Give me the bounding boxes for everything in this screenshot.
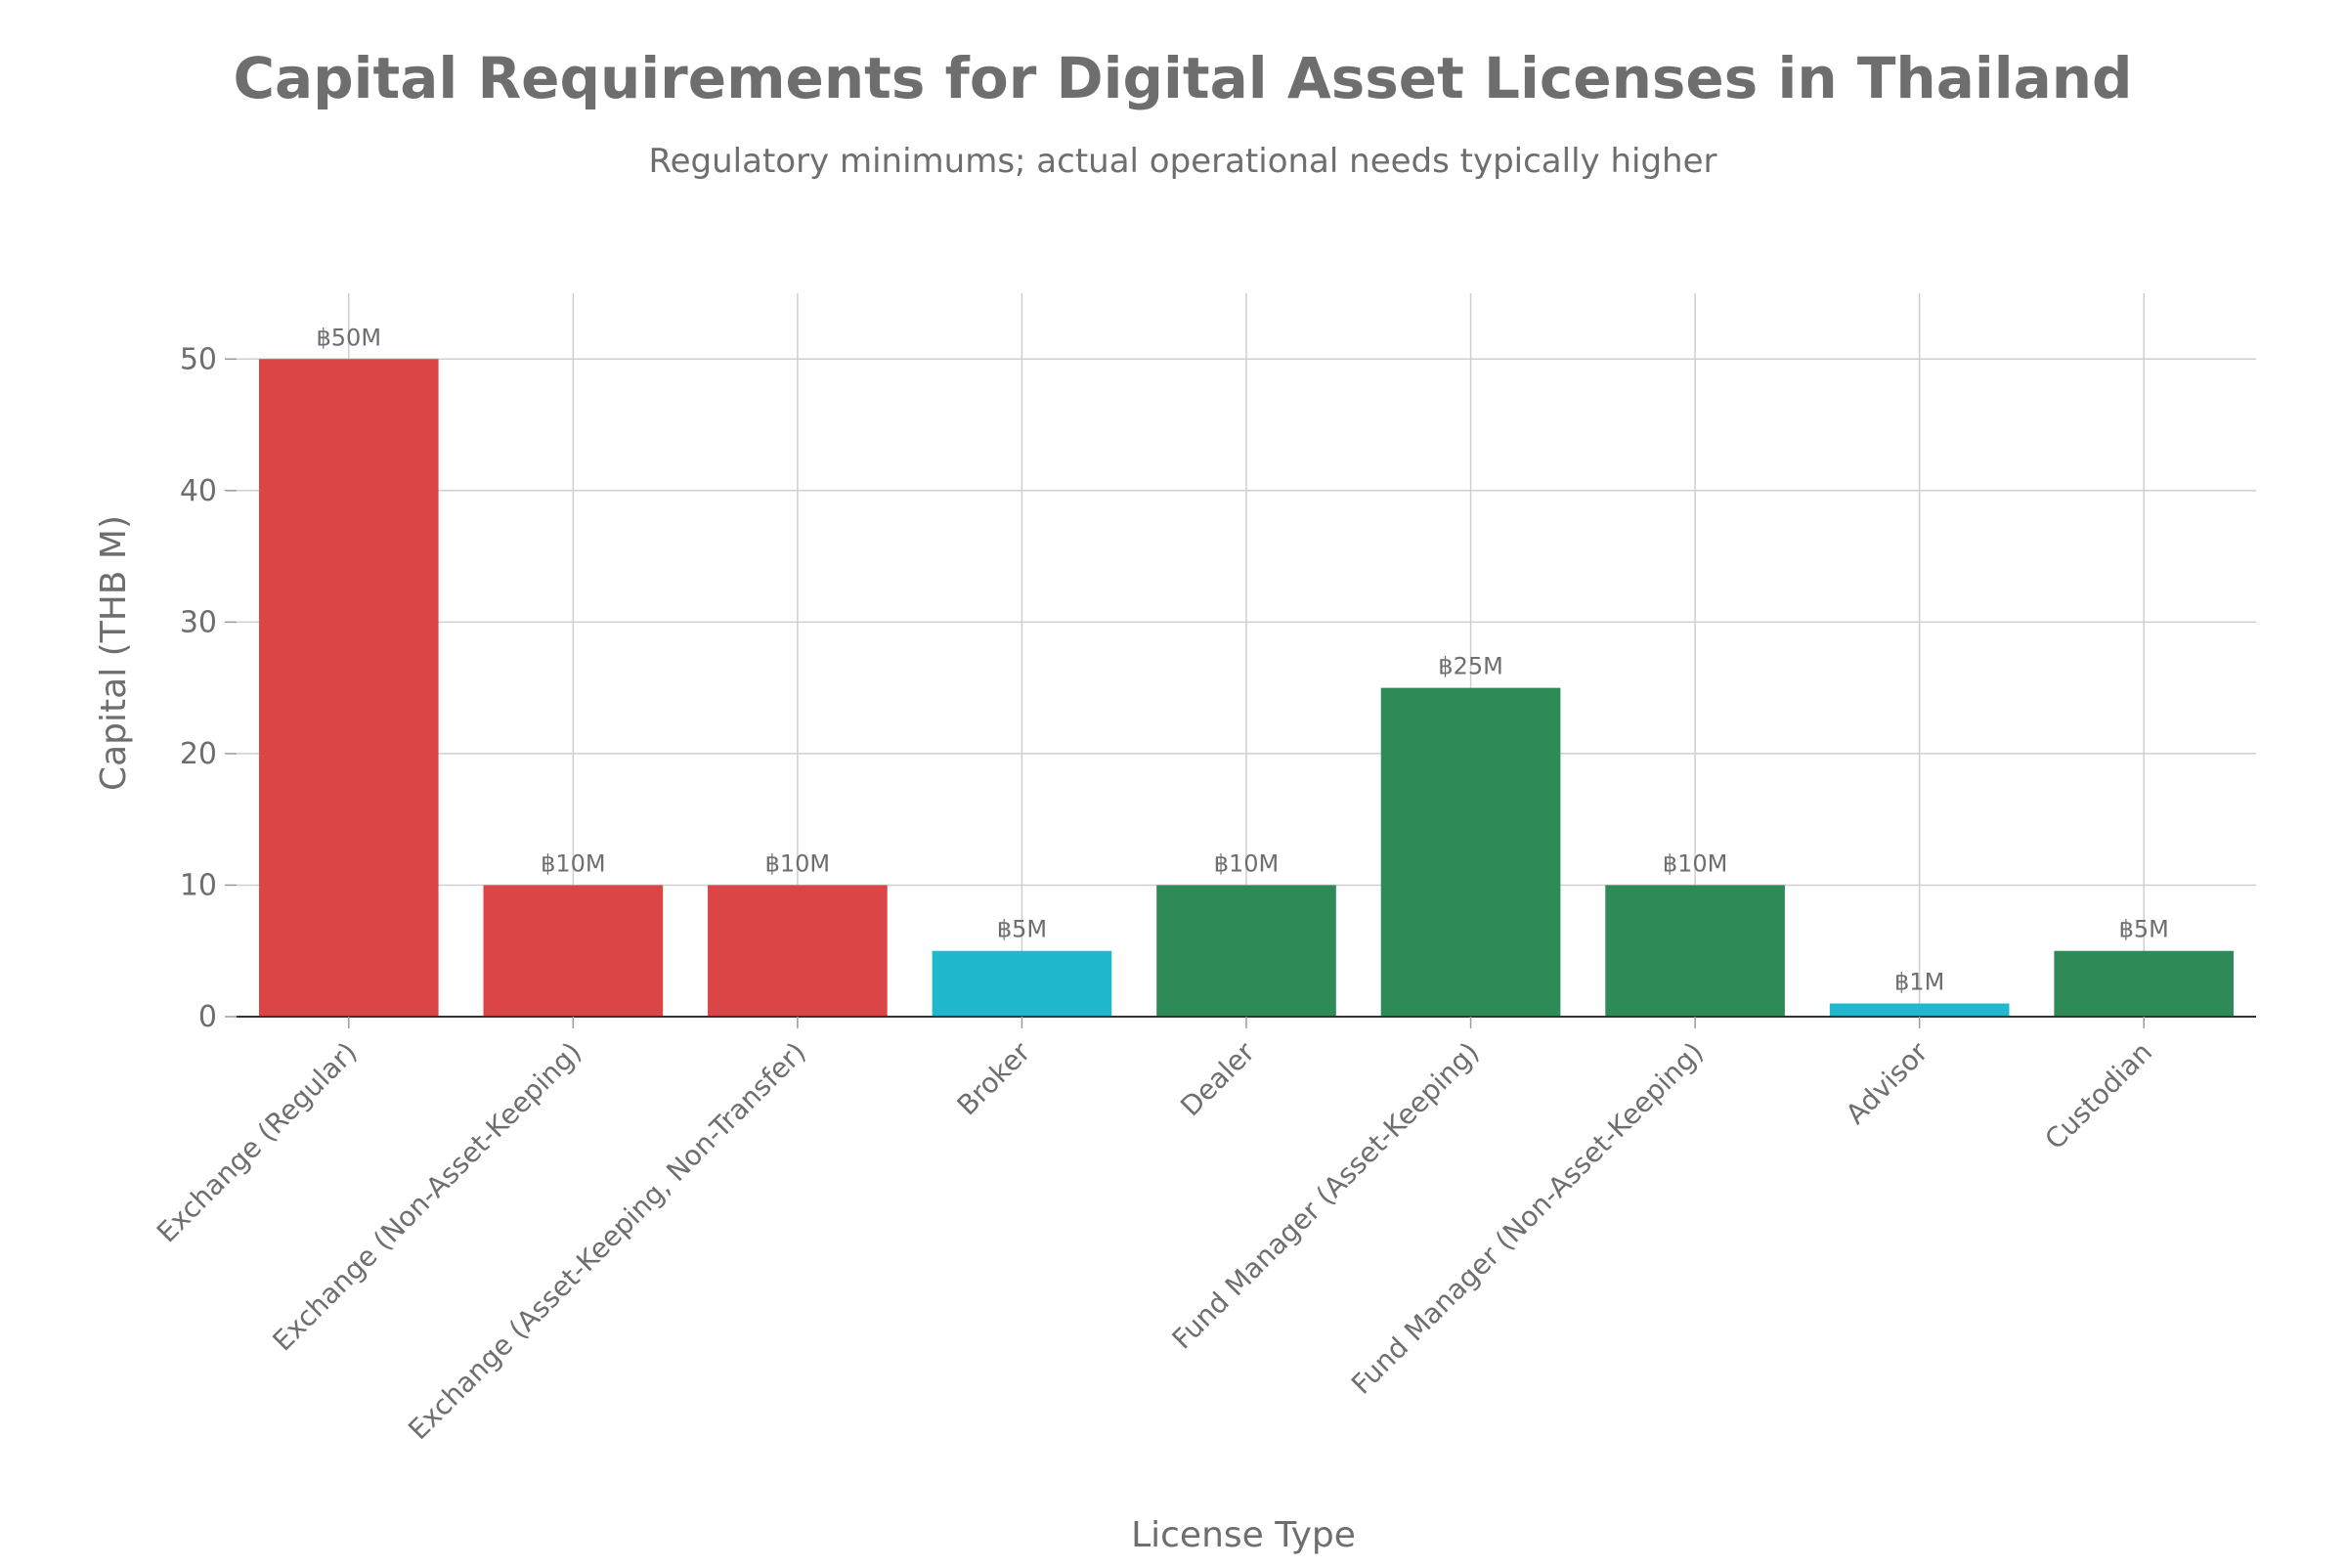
x-tick-label: Exchange (Regular): [151, 1036, 364, 1249]
bar[interactable]: [1829, 1003, 2010, 1017]
y-axis-label: Capital (THB M): [94, 515, 134, 791]
x-axis-label: License Type: [1131, 1515, 1356, 1555]
bar[interactable]: [932, 950, 1112, 1017]
y-tick-label: 40: [180, 474, 217, 508]
y-tick-label: 0: [198, 1000, 217, 1034]
bar[interactable]: [258, 359, 439, 1018]
bar[interactable]: [1380, 687, 1561, 1017]
bar-data-label: ฿10M: [765, 849, 831, 877]
chart-subtitle: Regulatory minimums; actual operational …: [649, 142, 1717, 181]
y-tick-label: 20: [180, 737, 217, 771]
x-tick-label: Fund Manager (Non-Asset-Keeping): [1345, 1036, 1710, 1401]
x-tick-label: Exchange (Asset-Keeping, Non-Transfer): [402, 1036, 812, 1447]
bar[interactable]: [2054, 950, 2235, 1017]
bar-data-label: ฿5M: [2119, 916, 2169, 943]
bar[interactable]: [708, 885, 888, 1017]
bar-data-label: ฿25M: [1438, 653, 1503, 680]
bar-data-label: ฿10M: [1214, 849, 1280, 877]
bar[interactable]: [483, 885, 664, 1017]
bar-data-label: ฿10M: [541, 849, 606, 877]
bar[interactable]: [1605, 885, 1785, 1017]
bar-data-label: ฿5M: [997, 916, 1047, 943]
y-tick-label: 50: [180, 342, 217, 376]
bar[interactable]: [1156, 885, 1336, 1017]
x-tick-label: Custodian: [2039, 1036, 2159, 1156]
y-tick-label: 30: [180, 605, 217, 639]
bar-data-label: ฿1M: [1894, 969, 1944, 996]
bar-data-label: ฿50M: [317, 324, 382, 351]
x-tick-label: Broker: [951, 1035, 1037, 1121]
x-tick-label: Dealer: [1174, 1035, 1261, 1122]
bar-data-label: ฿10M: [1663, 849, 1728, 877]
x-tick-label: Advisor: [1840, 1035, 1934, 1130]
bar-layer: ฿50M ฿10M ฿10M ฿5M ฿10M ฿25M ฿10M ฿1M ฿5M: [258, 324, 2235, 1018]
y-tick-label: 10: [180, 868, 217, 902]
chart-title: Capital Requirements for Digital Asset L…: [233, 45, 2132, 111]
